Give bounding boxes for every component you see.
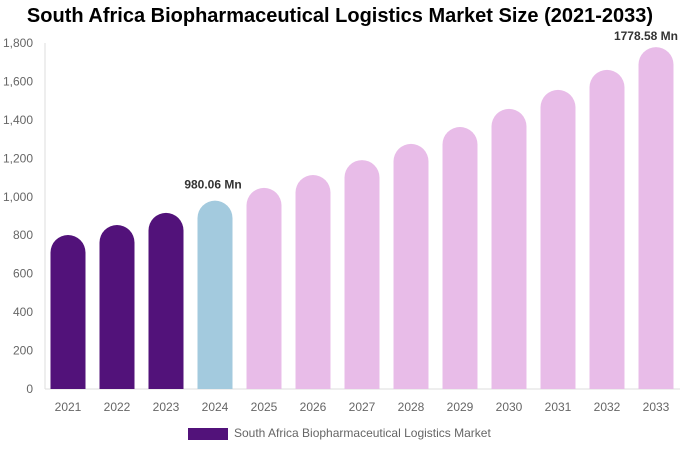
x-tick-label: 2025 (251, 400, 278, 414)
data-labels: 980.06 Mn 1778.58 Mn (184, 29, 678, 191)
x-tick-label: 2033 (643, 400, 670, 414)
x-tick-label: 2030 (496, 400, 523, 414)
y-tick-label: 200 (13, 344, 33, 358)
y-tick-label: 1,400 (3, 113, 33, 127)
x-tick-label: 2031 (545, 400, 572, 414)
x-tick-label: 2023 (153, 400, 180, 414)
axes: 0 200 400 600 800 1,000 1,200 1,400 1,600 1,800 20… (3, 36, 680, 414)
y-tick-label: 800 (13, 228, 33, 242)
bar-2025 (246, 187, 282, 389)
bar-2021 (50, 235, 86, 389)
bar-2023 (148, 212, 184, 389)
y-tick-label: 1,200 (3, 151, 33, 165)
x-tick-label: 2029 (447, 400, 474, 414)
x-tick-label: 2026 (300, 400, 327, 414)
y-tick-label: 1,000 (3, 190, 33, 204)
legend: South Africa Biopharmaceutical Logistics… (188, 426, 491, 440)
bar-2026 (295, 175, 331, 389)
bar-2032 (589, 69, 625, 390)
x-tick-label: 2022 (104, 400, 131, 414)
y-tick-label: 600 (13, 267, 33, 281)
bar-2030 (491, 108, 527, 390)
bar-2022 (99, 225, 135, 389)
bar-2031 (540, 89, 576, 389)
bar-2028 (393, 143, 429, 389)
bars (50, 47, 674, 390)
legend-label: South Africa Biopharmaceutical Logistics… (234, 426, 491, 440)
bar-2024 (197, 200, 233, 389)
bar-2029 (442, 127, 478, 389)
y-tick-label: 400 (13, 305, 33, 319)
chart-title: South Africa Biopharmaceutical Logistics… (27, 5, 653, 27)
x-tick-label: 2024 (202, 400, 229, 414)
legend-swatch (188, 428, 228, 440)
x-tick-label: 2032 (594, 400, 621, 414)
bar-2033 (638, 47, 674, 389)
y-tick-label: 1,800 (3, 36, 33, 50)
bar-2027 (344, 160, 380, 389)
data-label: 980.06 Mn (184, 178, 241, 192)
y-tick-label: 0 (26, 382, 33, 396)
data-label: 1778.58 Mn (614, 29, 678, 43)
y-tick-label: 1,600 (3, 74, 33, 88)
x-tick-label: 2028 (398, 400, 425, 414)
x-tick-label: 2027 (349, 400, 376, 414)
x-tick-label: 2021 (55, 400, 82, 414)
